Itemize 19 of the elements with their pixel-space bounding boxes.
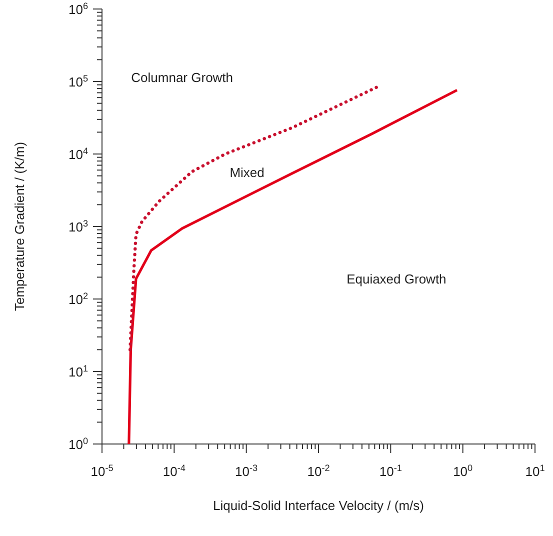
- y-tick-label: 10$^{2}$: [68, 291, 88, 307]
- x-tick-label: 10$^{-4}$: [162, 463, 186, 479]
- y-tick-label: 10$^{1}$: [68, 364, 88, 380]
- x-tick-label: 10$^{-2}$: [307, 463, 330, 479]
- x-tick-label: 10$^{-1}$: [379, 463, 402, 479]
- y-tick-label: 10$^{4}$: [68, 146, 88, 162]
- y-tick-label: 10$^{6}$: [68, 1, 88, 17]
- x-tick-label: 10$^{-3}$: [235, 463, 258, 479]
- annotation: Columnar Growth: [131, 70, 234, 85]
- annotation: Equiaxed Growth: [346, 272, 446, 287]
- y-tick-label: 10$^{0}$: [68, 436, 88, 452]
- x-axis-title: Liquid-Solid Interface Velocity / (m/s): [213, 498, 424, 513]
- y-tick-label: 10$^{3}$: [68, 218, 88, 234]
- x-tick-label: 10$^{1}$: [525, 463, 545, 479]
- x-tick-label: 10$^{-5}$: [90, 463, 114, 479]
- y-tick-label: 10$^{5}$: [68, 74, 88, 90]
- y-axis-title: Temperature Gradient / (K/m): [12, 142, 27, 312]
- x-tick-label: 10$^{0}$: [453, 463, 473, 479]
- annotation: Mixed: [230, 165, 264, 180]
